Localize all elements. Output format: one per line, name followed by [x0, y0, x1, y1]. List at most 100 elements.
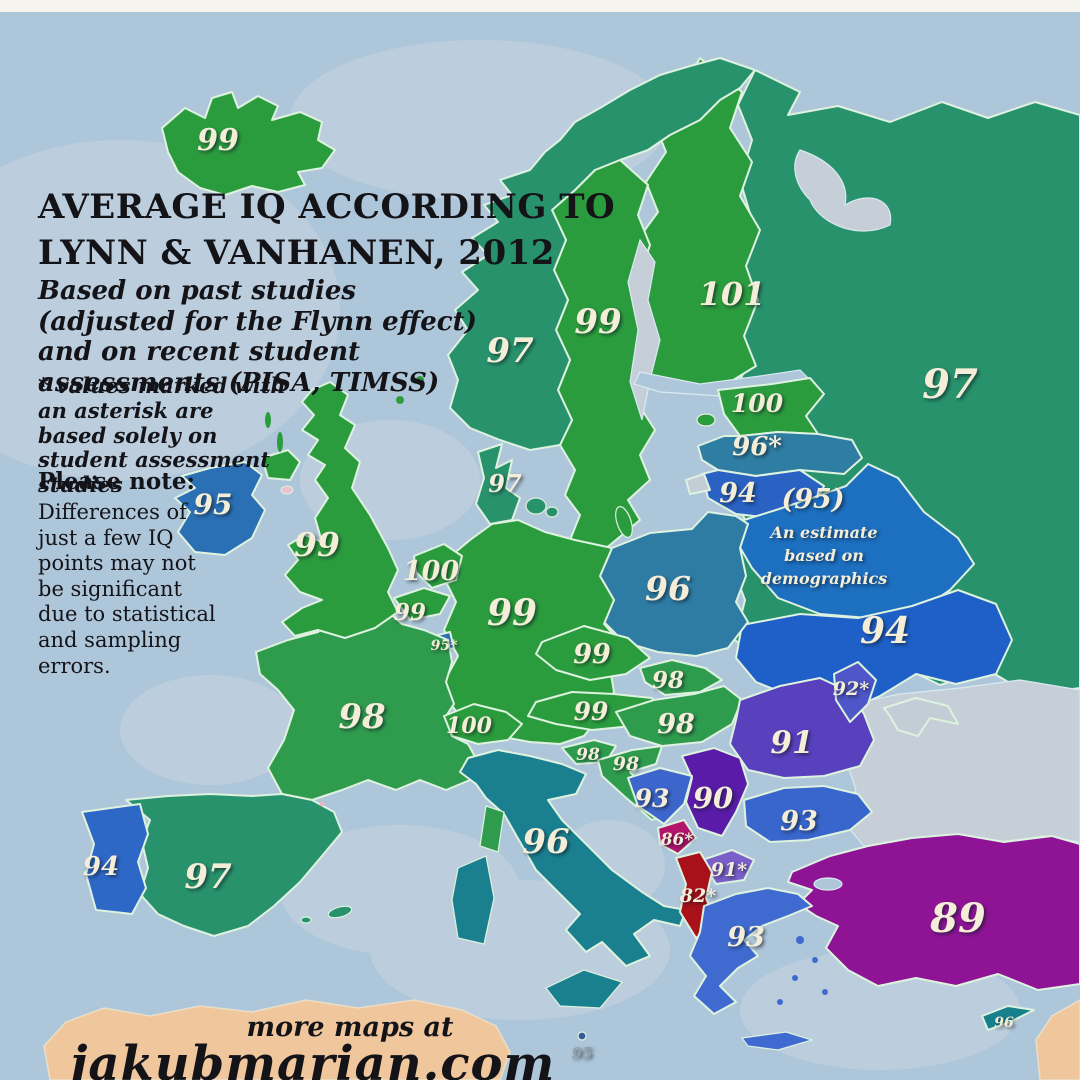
map-value-label-albania: 82*	[679, 885, 716, 907]
map-value-label-germany: 99	[487, 592, 537, 634]
sea-of-marmara	[813, 877, 843, 891]
map-title-line1: AVERAGE IQ ACCORDING TO	[38, 187, 616, 227]
black-sea	[839, 679, 1080, 847]
map-value-label-hungary: 98	[657, 709, 695, 740]
map-value-label-sweden: 99	[574, 302, 621, 342]
country-netherlands	[413, 543, 463, 589]
map-value-label-spain: 97	[184, 857, 232, 897]
gotland-island	[615, 506, 633, 538]
white-sea	[794, 149, 892, 232]
country-norway	[447, 57, 756, 451]
sardinia-island	[451, 855, 495, 945]
map-value-label-norway: 97	[486, 331, 534, 371]
country-montenegro	[657, 819, 697, 855]
map-value-label-russia: 97	[922, 361, 978, 408]
country-spain	[125, 793, 343, 937]
country-iceland	[161, 91, 336, 196]
country-great-britain	[281, 381, 399, 639]
country-slovakia	[639, 659, 723, 696]
map-value-label-croatia: 98	[613, 753, 639, 775]
corsica-island	[479, 805, 505, 853]
please-note-body: Differences of just a few IQ points may …	[38, 500, 216, 678]
country-ireland	[174, 461, 266, 556]
country-macedonia	[701, 849, 755, 885]
country-czechia	[535, 625, 651, 681]
map-value-label-bosnia: 93	[635, 784, 670, 813]
top-border-strip	[0, 0, 1080, 12]
map-value-label-malta: 95	[572, 1044, 593, 1062]
country-belgium	[393, 587, 451, 621]
gulf-of-bothnia	[627, 238, 661, 421]
map-value-label-denmark: 97	[488, 469, 522, 498]
country-switzerland	[443, 703, 523, 745]
country-greece	[689, 887, 813, 1015]
map-value-label-belgium: 99	[394, 599, 426, 626]
map-value-label-ukraine: 94	[860, 610, 910, 652]
map-value-label-belarus: (95)	[781, 484, 844, 515]
sicily-island	[545, 969, 624, 1009]
map-value-label-ireland: 95	[194, 488, 233, 521]
country-italy	[459, 749, 687, 967]
north-africa-land	[43, 999, 511, 1080]
estonian-islands	[696, 413, 716, 427]
map-value-label-austria: 99	[574, 697, 609, 726]
map-value-label-montenegro: 86*	[660, 830, 694, 850]
map-value-label-slovenia: 98	[576, 745, 600, 765]
country-bulgaria	[743, 785, 873, 843]
map-value-label-greece: 93	[727, 922, 765, 953]
country-moldova	[833, 661, 877, 723]
aegean-islands	[777, 936, 828, 1005]
country-bosnia	[627, 767, 693, 825]
map-value-label-uk: 99	[294, 525, 340, 564]
map-value-label-slovakia: 98	[652, 667, 684, 694]
map-title-line2: LYNN & VANHANEN, 2012	[38, 233, 555, 273]
country-portugal	[81, 803, 149, 915]
crimea-region	[883, 697, 959, 737]
footer-site-url: jakubmarian.com	[70, 1036, 556, 1080]
map-value-label-france: 98	[338, 697, 385, 737]
asterisk-note: * values marked with an asterisk are bas…	[38, 373, 286, 498]
scottish-islands	[265, 376, 424, 452]
country-northern-ireland	[261, 449, 301, 481]
isle-of-man	[280, 485, 294, 495]
map-value-label-netherlands: 100	[403, 556, 460, 587]
country-belarus	[737, 463, 975, 619]
country-denmark	[475, 443, 521, 525]
map-value-label-romania: 91	[770, 725, 813, 761]
map-value-label-poland: 96	[645, 569, 691, 608]
map-value-label-lithuania: 94	[719, 478, 757, 509]
funen-island	[545, 506, 559, 518]
crete-island	[740, 1031, 815, 1051]
map-value-label-estonia: 100	[731, 389, 784, 418]
map-value-label-switzerland: 100	[446, 713, 493, 739]
map-value-label-bulgaria: 93	[780, 806, 818, 837]
map-value-label-luxembourg: 95*	[431, 638, 458, 654]
andorra-dot	[319, 801, 325, 807]
map-value-label-iceland: 99	[197, 123, 239, 158]
middle-east-land	[1035, 999, 1080, 1080]
map-value-label-portugal: 94	[83, 852, 119, 882]
please-note-heading: Please note:	[38, 468, 195, 495]
country-estonia	[717, 377, 825, 437]
map-value-label-finland: 101	[699, 275, 766, 313]
country-kaliningrad	[685, 473, 711, 495]
footer-more-maps: more maps at	[246, 1012, 454, 1043]
country-value-labels: 99 97 99 101 97 100 96* 94 (95) An estimate based …	[83, 123, 1014, 1062]
mallorca-island	[327, 905, 353, 919]
map-value-label-italy: 96	[522, 822, 569, 862]
map-value-label-czechia: 99	[573, 639, 611, 670]
map-value-label-turkey: 89	[929, 895, 986, 942]
map-value-label-serbia: 90	[693, 781, 733, 815]
map-value-label-moldova: 92*	[833, 678, 869, 700]
country-turkey	[787, 833, 1080, 991]
map-annotation-belarus-line1: An estimate	[768, 523, 877, 542]
map-value-label-cyprus: 96	[994, 1015, 1014, 1031]
map-value-label-macedonia: 91*	[711, 859, 747, 881]
ibiza-island	[300, 916, 312, 924]
map-subtitle: Based on past studies (adjusted for the …	[38, 276, 477, 399]
map-value-label-latvia: 96*	[732, 432, 782, 462]
map-annotation-belarus-line2: based on	[784, 546, 864, 565]
map-annotation-belarus-line3: demographics	[761, 569, 888, 588]
